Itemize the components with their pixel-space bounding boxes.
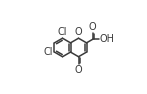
Text: Cl: Cl <box>58 27 67 37</box>
Text: O: O <box>75 27 82 37</box>
Text: OH: OH <box>99 34 114 44</box>
Text: Cl: Cl <box>44 47 53 57</box>
Text: O: O <box>75 65 82 75</box>
Text: O: O <box>89 22 96 32</box>
